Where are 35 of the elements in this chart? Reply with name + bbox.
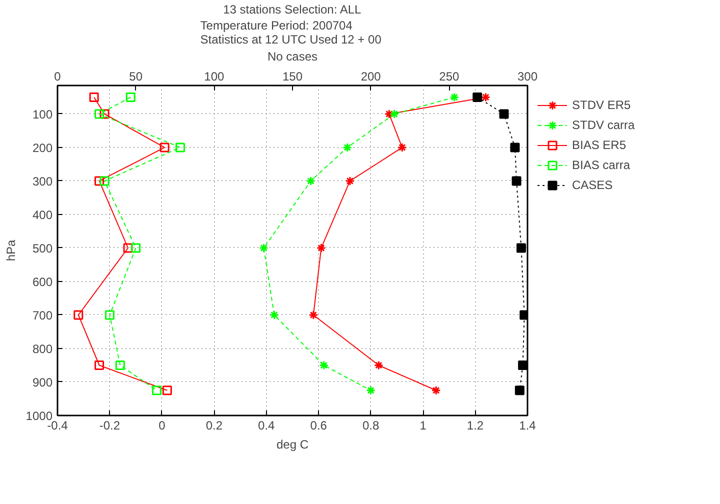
x-tick-label: 0.4 — [258, 418, 276, 432]
legend-label: CASES — [572, 178, 613, 192]
y-tick-label: 200 — [32, 140, 53, 155]
chart-title: 13 stations Selection: ALL — [223, 2, 362, 16]
legend-label: STDV carra — [572, 118, 635, 132]
y-axis-title: hPa — [4, 240, 18, 262]
x-tick-label: 1.4 — [519, 418, 536, 432]
legend-label: BIAS ER5 — [572, 138, 626, 152]
x-tick-label: -0.2 — [99, 418, 120, 432]
x-tick-label: 1.2 — [466, 418, 484, 432]
x-axis-title: deg C — [276, 438, 309, 452]
x-tick-label: 0 — [158, 418, 166, 432]
x-tick-label: 1 — [420, 418, 427, 432]
y-tick-label: 600 — [32, 274, 53, 289]
x2-tick-label: 50 — [129, 70, 143, 84]
y-tick-label: 700 — [32, 308, 53, 322]
x2-tick-label: 0 — [54, 70, 62, 84]
y-tick-label: 400 — [32, 208, 53, 222]
x2-tick-label: 150 — [282, 70, 303, 84]
x2-tick-label: 100 — [204, 70, 225, 84]
y-tick-label: 100 — [32, 107, 53, 122]
x2-tick-label: 300 — [517, 70, 538, 84]
x2-tick-label: 200 — [360, 70, 382, 84]
y-tick-label: 300 — [32, 174, 53, 188]
x2-tick-label: 250 — [439, 70, 460, 84]
legend-label: STDV ER5 — [572, 98, 631, 112]
x2-axis-title: No cases — [267, 50, 318, 64]
x-tick-label: 0.2 — [206, 418, 223, 432]
y-tick-label: 900 — [32, 375, 53, 390]
legend-label: BIAS carra — [572, 158, 630, 172]
chart-subtitle: Temperature Period: 200704 Statistics at 12 UTC Used 12 + 00 — [200, 18, 382, 46]
x-tick-label: 0.8 — [362, 418, 380, 432]
x-tick-label: 0.6 — [310, 418, 328, 432]
y-tick-label: 500 — [32, 241, 53, 256]
y-tick-label: 800 — [32, 342, 53, 356]
